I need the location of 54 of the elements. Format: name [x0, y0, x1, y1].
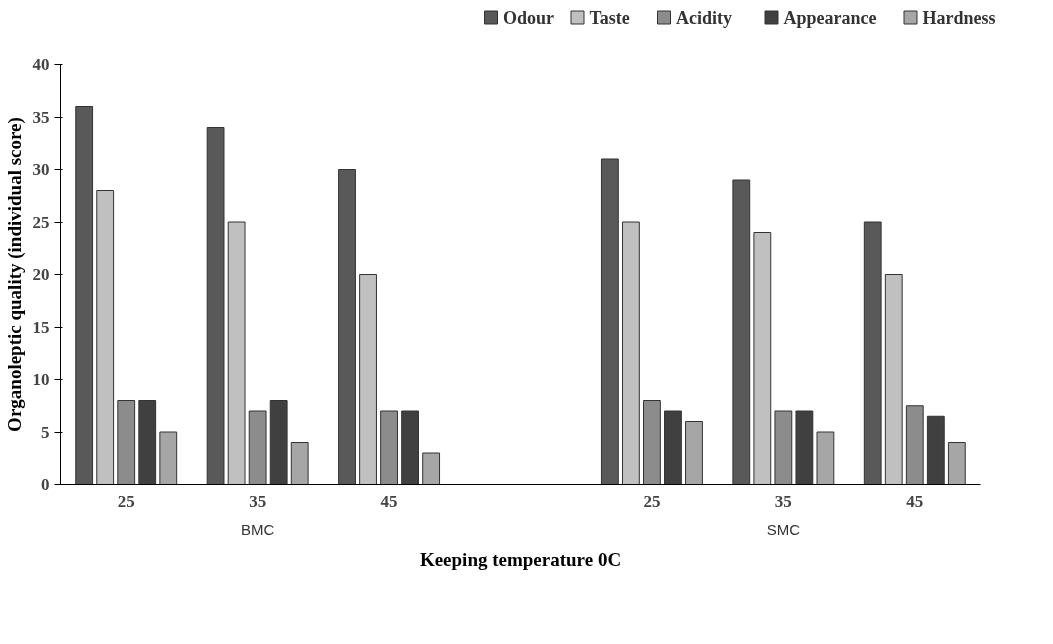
- bar: [248, 410, 267, 485]
- bar: [753, 232, 772, 485]
- bar: [664, 410, 682, 485]
- bar: [795, 410, 814, 485]
- legend-label: Odour: [503, 7, 555, 28]
- y-axis-title: Organoleptic quality (individual score): [3, 117, 26, 432]
- bar: [643, 400, 661, 485]
- bar: [380, 410, 398, 485]
- y-tick-label: 15: [32, 317, 50, 337]
- bar: [422, 452, 441, 485]
- bar: [75, 106, 94, 485]
- bar: [159, 431, 178, 485]
- y-tick-label: 5: [41, 422, 50, 442]
- y-tick-label: 30: [32, 160, 50, 179]
- bar: [206, 127, 225, 485]
- legend-label: Hardness: [922, 7, 996, 28]
- bar: [905, 405, 924, 485]
- legend-label: Appearance: [783, 7, 877, 28]
- x-tick-label: 45: [906, 491, 924, 511]
- bar: [338, 169, 356, 485]
- bar: [117, 400, 136, 485]
- bar: [138, 400, 157, 485]
- bar: [269, 400, 288, 485]
- bar: [401, 410, 420, 485]
- text: SMC: [766, 520, 801, 538]
- y-tick-label: 40: [32, 55, 50, 74]
- x-tick-label: 25: [117, 491, 135, 511]
- y-tick-label: 0: [41, 475, 50, 494]
- y-tick-label: 35: [32, 107, 50, 127]
- legend-label: Taste: [589, 7, 630, 28]
- bar: [774, 410, 793, 485]
- bar: [359, 274, 377, 485]
- bar: [290, 442, 309, 485]
- y-tick-label: 10: [32, 370, 50, 389]
- bar: [685, 421, 703, 485]
- bar: [732, 179, 751, 485]
- bar: [816, 431, 835, 485]
- legend-label: Acidity: [676, 7, 732, 28]
- bar: [621, 221, 640, 485]
- y-tick-label: 20: [32, 265, 50, 284]
- bar: [926, 415, 945, 485]
- text: BMC: [240, 520, 275, 538]
- x-tick-label: 45: [380, 491, 398, 511]
- bar: [96, 190, 115, 485]
- x-axis-title: Keeping temperature 0C: [419, 548, 622, 570]
- bar: [884, 274, 903, 485]
- x-tick-label: 35: [249, 491, 267, 511]
- x-tick-label: 35: [774, 491, 792, 511]
- x-tick-label: 25: [643, 491, 661, 511]
- y-tick-label: 25: [32, 212, 50, 232]
- bar: [600, 158, 619, 485]
- bar: [863, 221, 882, 485]
- bar: [227, 221, 246, 485]
- bar: [947, 442, 966, 485]
